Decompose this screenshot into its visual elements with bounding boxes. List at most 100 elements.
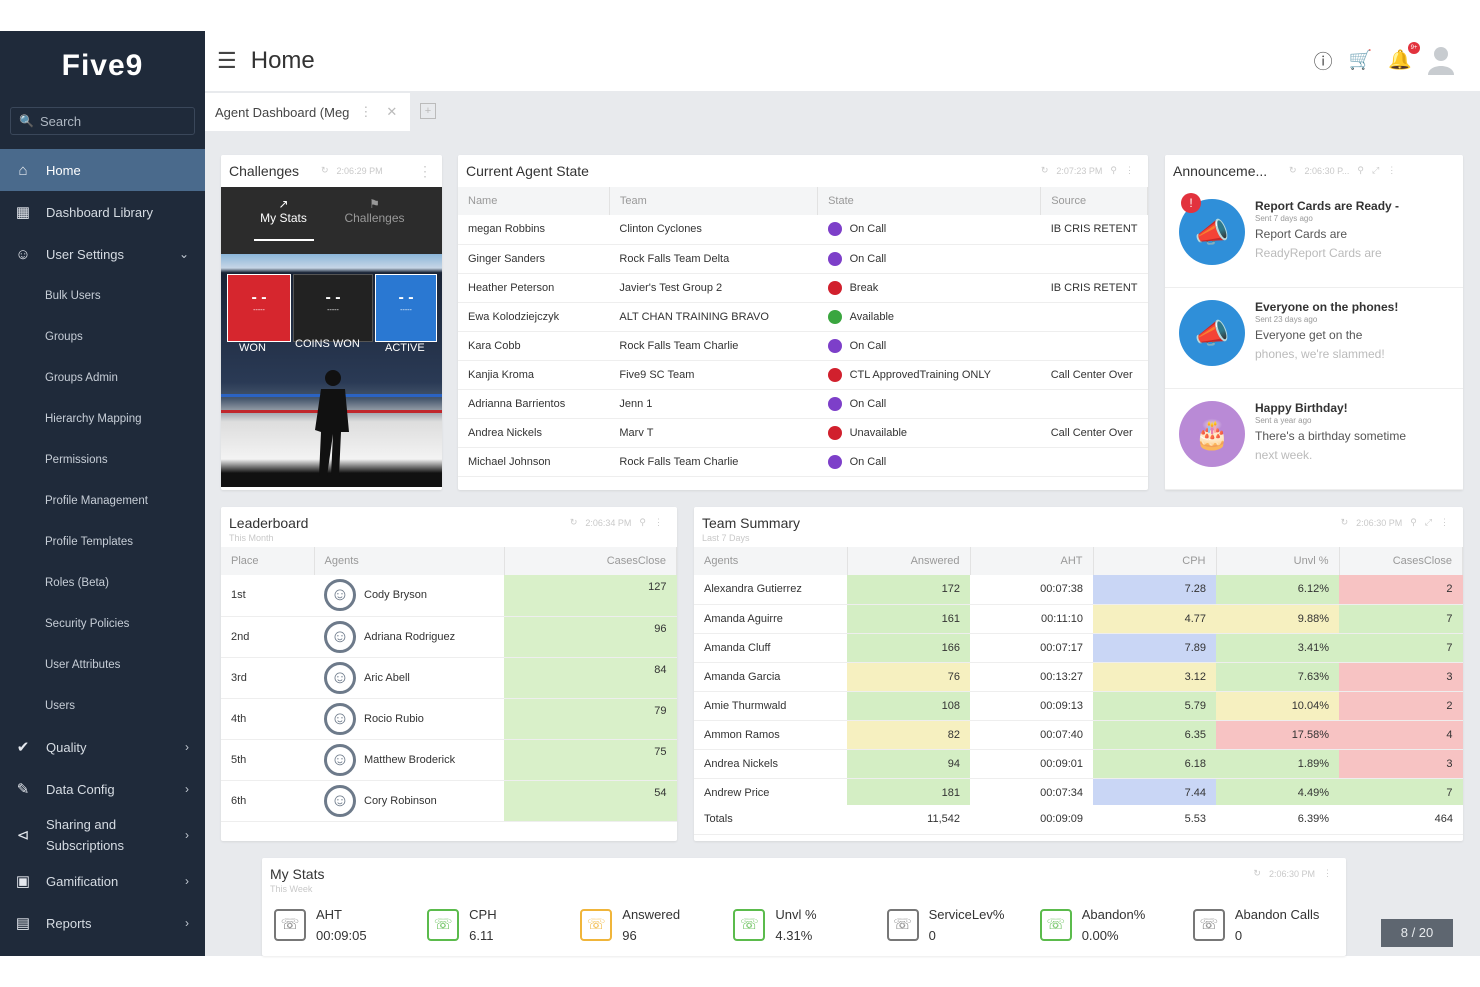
table-row[interactable]: Kanjia Kroma Five9 SC Team CTL ApprovedT… (458, 360, 1148, 390)
more-vert-icon[interactable]: ⋮ (418, 162, 432, 179)
table-row[interactable]: Michael Johnson Rock Falls Team Charlie … (458, 447, 1148, 477)
refresh-timestamp[interactable]: ↻ 2:06:29 PM (321, 165, 383, 176)
stat-label: CPH (469, 907, 497, 922)
column-header[interactable]: State (817, 187, 1042, 215)
table-row[interactable]: Ewa Kolodziejczyk ALT CHAN TRAINING BRAV… (458, 302, 1148, 332)
column-header[interactable]: Team (609, 187, 819, 215)
refresh-icon[interactable]: ↻ (569, 517, 578, 527)
sidebar-item-user-settings[interactable]: ☺ User Settings ⌄ (0, 233, 205, 275)
sidebar-subitem[interactable]: Users (45, 699, 76, 712)
column-header[interactable]: Answered (847, 547, 971, 575)
search-icon[interactable]: ⚲ (1110, 165, 1117, 175)
tab-agent-dashboard[interactable]: Agent Dashboard (Meg ⋮ ✕ (205, 91, 410, 131)
timestamp: 2:06:29 PM (336, 165, 383, 176)
sidebar-item-dashboard-library[interactable]: ▦ Dashboard Library (0, 191, 205, 233)
sidebar-item-gamification[interactable]: ▣ Gamification › (0, 860, 205, 902)
sidebar-subitem[interactable]: Permissions (45, 453, 108, 466)
table-row[interactable]: 2nd ☺ Adriana Rodriguez 96 (221, 616, 677, 658)
announcement-item[interactable]: 📣! Report Cards are Ready - Sent 7 days … (1165, 187, 1463, 288)
more-vert-icon[interactable]: ⋮ (1323, 868, 1332, 878)
user-avatar-icon[interactable] (1428, 45, 1454, 75)
help-icon[interactable]: ⓘ (1313, 51, 1333, 73)
page-indicator[interactable]: 8 / 20 (1381, 919, 1453, 947)
sidebar-item-sharing[interactable]: ⊲ Sharing and Subscriptions › (0, 810, 205, 860)
column-header[interactable]: Place (221, 547, 315, 575)
table-row[interactable]: Ginger Sanders Rock Falls Team Delta On … (458, 244, 1148, 274)
column-header[interactable]: Unvl % (1216, 547, 1340, 575)
add-tab-button[interactable]: + (420, 103, 436, 119)
table-row[interactable]: 5th ☺ Matthew Broderick 75 (221, 739, 677, 781)
table-row[interactable]: 6th ☺ Cory Robinson 54 (221, 780, 677, 822)
column-header[interactable]: AHT (970, 547, 1094, 575)
search-input[interactable]: 🔍 Search (10, 107, 195, 135)
table-row[interactable]: Andrew Price 181 00:07:34 7.44 4.49% 7 (694, 778, 1463, 805)
sidebar-subitem[interactable]: Bulk Users (45, 289, 101, 302)
search-icon[interactable]: ⚲ (1357, 165, 1365, 175)
sidebar-subitem[interactable]: Security Policies (45, 617, 130, 630)
refresh-icon[interactable]: ↻ (1253, 868, 1261, 878)
search-icon[interactable]: ⚲ (639, 517, 646, 527)
column-header[interactable]: CPH (1093, 547, 1217, 575)
table-row[interactable]: Amanda Cluff 166 00:07:17 7.89 3.41% 7 (694, 633, 1463, 663)
table-row[interactable]: Adrianna Barrientos Jenn 1 On Call (458, 389, 1148, 419)
expand-icon[interactable]: ⤢ (1372, 165, 1380, 175)
column-header[interactable]: CasesClose (1339, 547, 1463, 575)
sidebar-item-quality[interactable]: ✔ Quality › (0, 726, 205, 768)
table-row[interactable]: Andrea Nickels Marv T Unavailable Call C… (458, 418, 1148, 448)
logo-text: Five9 (61, 49, 144, 82)
sidebar-subitem[interactable]: User Attributes (45, 658, 121, 671)
hamburger-menu-icon[interactable]: ☰ (217, 48, 237, 73)
sidebar-subitem[interactable]: Roles (Beta) (45, 576, 109, 589)
more-vert-icon[interactable]: ⋮ (1387, 165, 1397, 175)
team-table-scroll[interactable]: Agents Answered AHT CPH Unvl % CasesClos… (694, 547, 1463, 805)
table-row[interactable]: Amie Thurmwald 108 00:09:13 5.79 10.04% 2 (694, 691, 1463, 721)
sidebar-subitem[interactable]: Profile Management (45, 494, 148, 507)
more-vert-icon[interactable]: ⋮ (1125, 165, 1134, 175)
sidebar-subitem[interactable]: Hierarchy Mapping (45, 412, 142, 425)
table-row[interactable]: Amanda Garcia 76 00:13:27 3.12 7.63% 3 (694, 662, 1463, 692)
five9-logo[interactable]: Five9 (0, 31, 205, 101)
sidebar-item-reports[interactable]: ▤ Reports › (0, 902, 205, 944)
column-header[interactable]: Agents (694, 547, 848, 575)
refresh-icon[interactable]: ↻ (1040, 165, 1049, 175)
column-header[interactable]: Agents (314, 547, 505, 575)
avatar-icon: ☺ (324, 661, 356, 694)
sidebar-subitem[interactable]: Groups (45, 330, 83, 343)
table-row[interactable]: 1st ☺ Cody Bryson 127 (221, 575, 677, 617)
announcement-item[interactable]: 🎂 Happy Birthday! Sent a year ago There'… (1165, 389, 1463, 490)
table-row[interactable]: Kara Cobb Rock Falls Team Charlie On Cal… (458, 331, 1148, 361)
column-header[interactable]: CasesClose (504, 547, 677, 575)
sidebar-subitem[interactable]: Profile Templates (45, 535, 133, 548)
table-row[interactable]: Ammon Ramos 82 00:07:40 6.35 17.58% 4 (694, 720, 1463, 750)
table-row[interactable]: 4th ☺ Rocio Rubio 79 (221, 698, 677, 740)
table-row[interactable]: Heather Peterson Javier's Test Group 2 B… (458, 273, 1148, 303)
table-row[interactable]: megan Robbins Clinton Cyclones On Call I… (458, 215, 1148, 245)
sidebar-item-label: User Settings (46, 246, 125, 262)
sidebar-item-data-config[interactable]: ✎ Data Config › (0, 768, 205, 810)
search-icon[interactable]: ⚲ (1410, 517, 1417, 527)
table-row[interactable]: Alexandra Gutierrez 172 00:07:38 7.28 6.12% 2 (694, 575, 1463, 605)
column-header[interactable]: Source (1040, 187, 1148, 215)
more-vert-icon[interactable]: ⋮ (654, 517, 663, 527)
expand-icon[interactable]: ⤢ (1424, 517, 1432, 527)
cart-icon[interactable]: 🛒 (1348, 50, 1373, 71)
sidebar-item-home[interactable]: ⌂ Home (0, 149, 205, 191)
announcement-item[interactable]: 📣 Everyone on the phones! Sent 23 days a… (1165, 288, 1463, 389)
tab-my-stats[interactable]: ↗ My Stats (253, 197, 314, 241)
bell-icon[interactable]: 🔔 9+ (1388, 42, 1420, 72)
table-row[interactable]: Amanda Aguirre 161 00:11:10 4.77 9.88% 7 (694, 604, 1463, 634)
tab-challenges[interactable]: ⚑ Challenges (340, 197, 410, 254)
cell-aht: 00:07:34 (970, 778, 1093, 805)
refresh-icon[interactable]: ↻ (1289, 165, 1297, 175)
table-row[interactable]: 3rd ☺ Aric Abell 84 (221, 657, 677, 699)
more-vert-icon[interactable]: ⋮ (1440, 517, 1449, 527)
column-header[interactable]: Name (458, 187, 610, 215)
state-label: On Call (849, 339, 887, 352)
agent-name: Cory Robinson (364, 794, 437, 807)
sidebar-subitem[interactable]: Groups Admin (45, 371, 118, 384)
refresh-icon[interactable]: ↻ (1340, 517, 1349, 527)
table-row[interactable]: Andrea Nickels 94 00:09:01 6.18 1.89% 3 (694, 749, 1463, 779)
close-icon[interactable]: ✕ (386, 104, 398, 119)
chart-icon: ☏ (580, 909, 613, 941)
more-vert-icon[interactable]: ⋮ (359, 104, 373, 119)
